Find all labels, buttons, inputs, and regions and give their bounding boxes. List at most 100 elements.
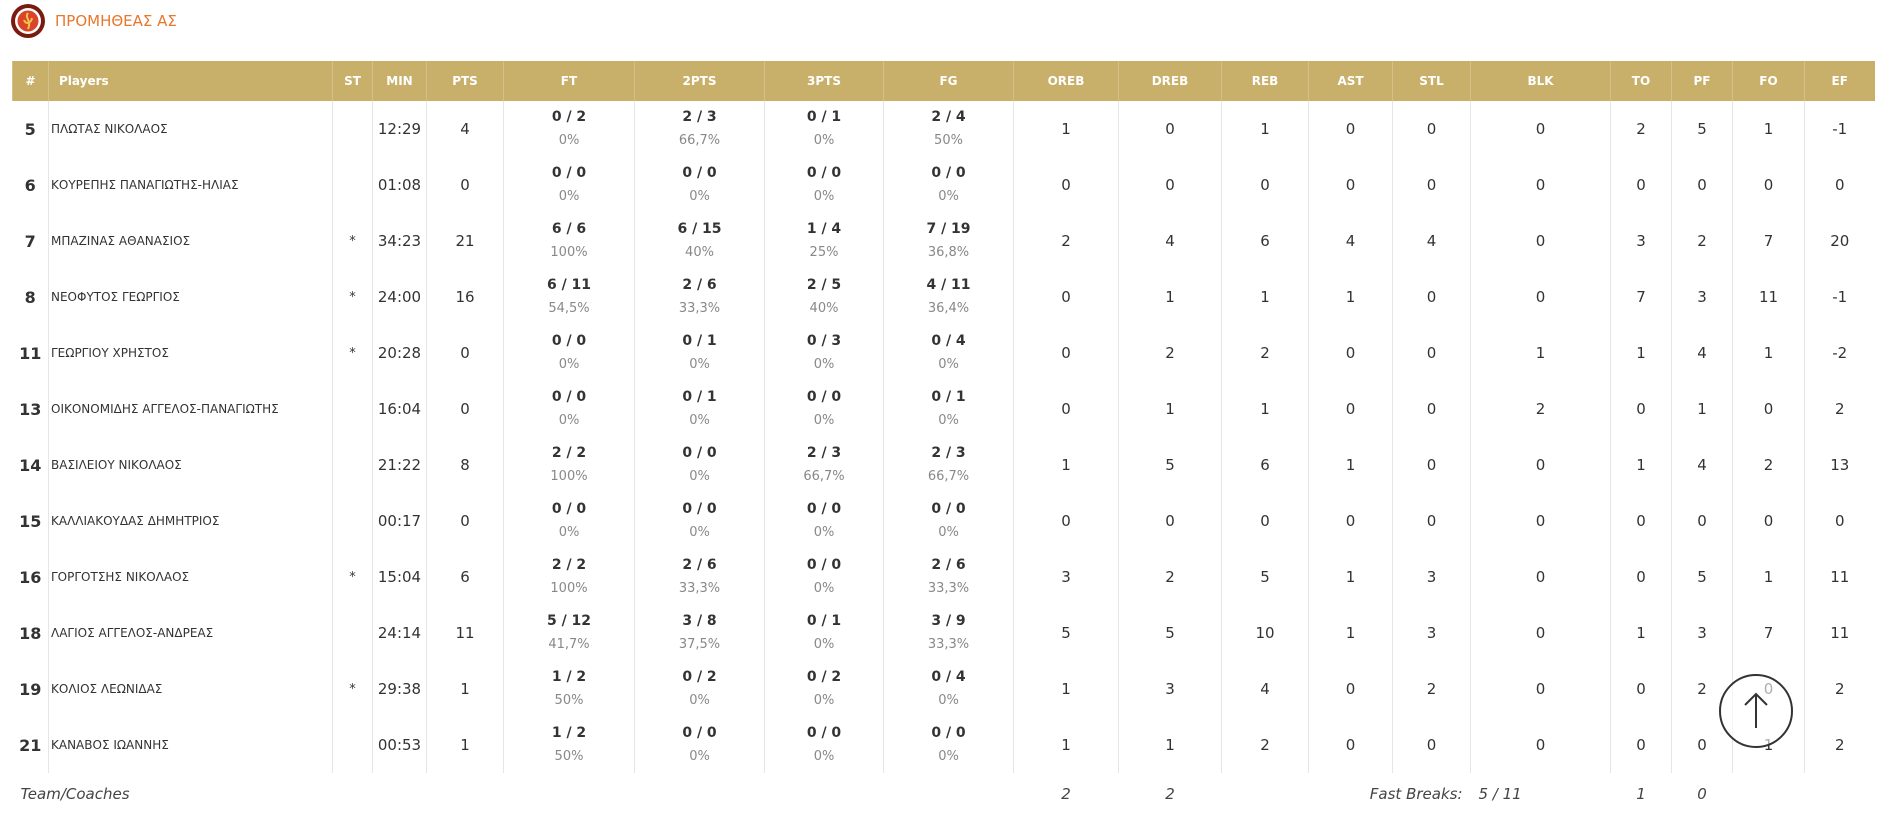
percentage: 50% — [554, 749, 584, 764]
player-number: 7 — [24, 231, 36, 251]
ast-cell: 1 — [1308, 437, 1393, 493]
made-attempted: 3 / 8 — [682, 613, 717, 629]
shooting-cell: 1 / 2 50% — [503, 661, 635, 717]
shooting-cell: 0 / 0 0% — [634, 717, 765, 773]
oreb-cell: 0 — [1013, 381, 1119, 437]
percentage: 66,7% — [803, 469, 845, 484]
stl-cell: 0 — [1392, 325, 1471, 381]
player-name: ΚΟΛΙΟΣ ΛΕΩΝΙΔΑΣ — [48, 661, 333, 717]
percentage: 100% — [550, 581, 588, 596]
team-name[interactable]: ΠΡΟΜΗΘΕΑΣ ΑΣ — [55, 12, 177, 30]
shooting-cell: 1 / 2 50% — [503, 717, 635, 773]
blk-cell: 0 — [1470, 213, 1611, 269]
to-cell: 0 — [1610, 661, 1672, 717]
shooting-cell: 0 / 0 0% — [764, 549, 884, 605]
team-label: Team/Coaches — [20, 785, 130, 803]
percentage: 0% — [813, 413, 835, 428]
pf-cell: 4 — [1671, 325, 1733, 381]
made-attempted: 2 / 4 — [931, 109, 966, 125]
percentage: 0% — [689, 469, 710, 484]
shooting-cell: 0 / 0 0% — [503, 381, 635, 437]
stl-cell: 0 — [1392, 437, 1471, 493]
stl-cell: 0 — [1392, 269, 1471, 325]
player-name: ΒΑΣΙΛΕΙΟΥ ΝΙΚΟΛΑΟΣ — [48, 437, 333, 493]
dreb-cell: 3 — [1118, 661, 1222, 717]
column-header: FO — [1732, 61, 1805, 101]
made-attempted: 0 / 2 — [551, 109, 587, 125]
team-header: ΠΡΟΜΗΘΕΑΣ ΑΣ — [10, 3, 177, 39]
made-attempted: 0 / 1 — [931, 389, 966, 405]
ef-cell: 11 — [1804, 605, 1875, 661]
min-cell: 34:23 — [372, 213, 427, 269]
ast-cell: 1 — [1308, 549, 1393, 605]
made-attempted: 0 / 0 — [931, 501, 966, 517]
oreb-cell: 0 — [1013, 325, 1119, 381]
player-name: ΛΑΓΙΟΣ ΑΓΓΕΛΟΣ-ΑΝΔΡΕΑΣ — [48, 605, 333, 661]
ef-cell: 11 — [1804, 549, 1875, 605]
made-attempted: 2 / 5 — [806, 277, 842, 293]
percentage: 0% — [689, 189, 710, 204]
blk-cell: 2 — [1470, 381, 1611, 437]
blk-cell: 1 — [1470, 325, 1611, 381]
blk-cell: 0 — [1470, 605, 1611, 661]
shooting-cell: 0 / 1 0% — [764, 605, 884, 661]
pts-cell: 0 — [426, 325, 504, 381]
percentage: 25% — [809, 245, 839, 260]
percentage: 41,7% — [548, 637, 590, 652]
shooting-cell: 3 / 9 33,3% — [883, 605, 1014, 661]
made-attempted: 5 / 12 — [546, 613, 592, 629]
scroll-top-button[interactable] — [1719, 674, 1793, 748]
fo-cell: 7 — [1732, 605, 1805, 661]
ast-cell: 0 — [1308, 157, 1393, 213]
player-number: 13 — [19, 399, 42, 419]
reb-cell: 0 — [1221, 493, 1309, 549]
made-attempted: 2 / 3 — [682, 109, 717, 125]
ef-cell: -1 — [1804, 101, 1875, 157]
shooting-cell: 2 / 4 50% — [883, 101, 1014, 157]
stl-cell: 0 — [1392, 101, 1471, 157]
player-row: 6 ΚΟΥΡΕΠΗΣ ΠΑΝΑΓΙΩΤΗΣ-ΗΛΙΑΣ 01:08 0 0 / 0 0% 0… — [13, 157, 1875, 213]
oreb-cell: 5 — [1013, 605, 1119, 661]
made-attempted: 6 / 6 — [551, 221, 587, 237]
empty-cell — [332, 157, 373, 213]
player-row: 14 ΒΑΣΙΛΕΙΟΥ ΝΙΚΟΛΑΟΣ 21:22 8 2 / 2 100% 0 / 0… — [13, 437, 1875, 493]
empty-cell — [332, 101, 373, 157]
column-header: REB — [1221, 61, 1309, 101]
dreb-cell: 5 — [1118, 605, 1222, 661]
shooting-cell: 2 / 3 66,7% — [764, 437, 884, 493]
column-header: FG — [883, 61, 1014, 101]
shooting-cell: 2 / 3 66,7% — [883, 437, 1014, 493]
reb-cell: 6 — [1221, 437, 1309, 493]
shooting-cell: 0 / 0 0% — [764, 381, 884, 437]
reb-cell: 0 — [1221, 157, 1309, 213]
percentage: 0% — [813, 581, 835, 596]
fo-cell: 1 — [1732, 549, 1805, 605]
player-row: 7 ΜΠΑΖΙΝΑΣ ΑΘΑΝΑΣΙΟΣ * 34:23 21 6 / 6 100% 6 / … — [13, 213, 1875, 269]
min-cell: 21:22 — [372, 437, 427, 493]
fo-cell: 11 — [1732, 269, 1805, 325]
player-row: 16 ΓΟΡΓΟΤΣΗΣ ΝΙΚΟΛΑΟΣ * 15:04 6 2 / 2 100% 2 / … — [13, 549, 1875, 605]
shooting-cell: 0 / 1 0% — [764, 101, 884, 157]
st-cell: * — [332, 269, 373, 325]
st-cell: * — [332, 661, 373, 717]
percentage: 0% — [813, 357, 835, 372]
made-attempted: 0 / 1 — [806, 109, 842, 125]
percentage: 0% — [689, 749, 710, 764]
ast-cell: 1 — [1308, 269, 1393, 325]
stl-cell: 0 — [1392, 157, 1471, 213]
made-attempted: 0 / 0 — [682, 165, 717, 181]
percentage: 0% — [689, 693, 710, 708]
shooting-cell: 0 / 0 0% — [764, 717, 884, 773]
fo-cell: 1 — [1732, 325, 1805, 381]
blk-cell: 0 — [1470, 437, 1611, 493]
to-cell: 2 — [1610, 101, 1672, 157]
percentage: 40% — [809, 301, 839, 316]
shooting-cell: 0 / 0 0% — [764, 157, 884, 213]
shooting-cell: 6 / 11 54,5% — [503, 269, 635, 325]
made-attempted: 0 / 0 — [806, 725, 842, 741]
min-cell: 29:38 — [372, 661, 427, 717]
column-header: FT — [503, 61, 635, 101]
shooting-cell: 3 / 8 37,5% — [634, 605, 765, 661]
player-row: 11 ΓΕΩΡΓΙΟΥ ΧΡΗΣΤΟΣ * 20:28 0 0 / 0 0% 0 / 1 0% 0… — [13, 325, 1875, 381]
ef-cell: 0 — [1804, 157, 1875, 213]
